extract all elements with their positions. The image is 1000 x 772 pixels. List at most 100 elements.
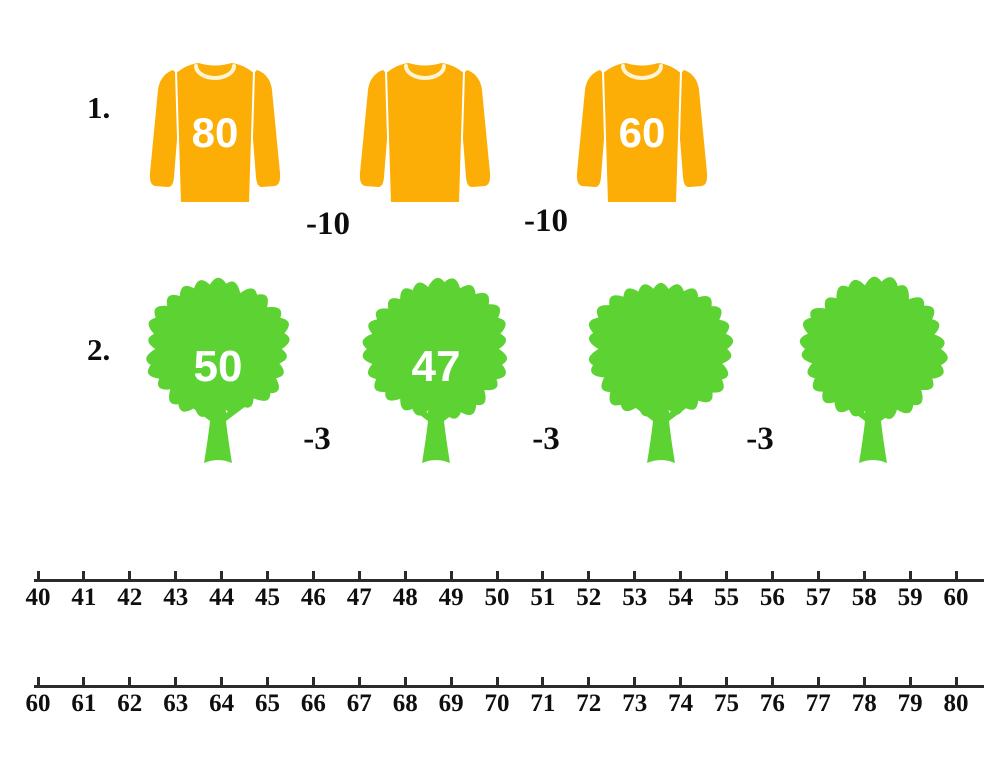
number-line-label: 70 bbox=[484, 690, 510, 717]
sweater-icon bbox=[149, 60, 281, 204]
number-line-label: 55 bbox=[714, 584, 739, 611]
number-line-label: 74 bbox=[668, 690, 694, 717]
number-line-label: 42 bbox=[117, 584, 143, 611]
tree-value[interactable] bbox=[585, 345, 737, 391]
minus-3-label-1: -3 bbox=[303, 421, 331, 457]
tick-mark bbox=[449, 571, 453, 582]
tree-value[interactable] bbox=[797, 345, 949, 391]
number-line-label: 59 bbox=[897, 584, 923, 611]
number-line-label: 57 bbox=[805, 584, 831, 611]
number-line-label: 46 bbox=[300, 584, 326, 611]
sweater-1: 80 bbox=[140, 57, 290, 209]
tick-mark bbox=[357, 571, 361, 582]
problem-1-number: 1. bbox=[87, 90, 111, 125]
number-line-label: 48 bbox=[392, 584, 418, 611]
problem-2-number: 2. bbox=[87, 332, 111, 367]
tick-mark bbox=[311, 677, 315, 688]
tick-mark bbox=[770, 677, 774, 688]
number-line-label: 60 bbox=[25, 690, 51, 717]
sweater-3: 60 bbox=[567, 57, 717, 209]
number-line-label: 45 bbox=[255, 584, 280, 611]
tick-mark bbox=[36, 677, 40, 688]
number-line-label: 69 bbox=[438, 690, 464, 717]
tick-mark bbox=[816, 571, 820, 582]
sweater-icon bbox=[359, 60, 491, 204]
number-line-label: 51 bbox=[530, 584, 556, 611]
sweater-2 bbox=[350, 57, 500, 209]
tree-2: 47 bbox=[360, 271, 512, 463]
number-line-label: 63 bbox=[163, 690, 189, 717]
tick-mark bbox=[495, 677, 499, 688]
number-line-bar bbox=[34, 685, 984, 688]
tree-4 bbox=[797, 271, 949, 463]
tick-mark bbox=[220, 677, 224, 688]
number-line-60-80: 60 61 62 63 64 65 66 67 68 69 70 71 72 73 74 75 76 77 78 79… bbox=[26, 677, 984, 723]
number-line-40-60: 40 41 42 43 44 45 46 47 48 49 50 51 52 53 54 55 56 57 58 59… bbox=[26, 571, 984, 617]
number-line-label: 58 bbox=[851, 584, 877, 611]
number-line-label: 72 bbox=[576, 690, 602, 717]
tick-mark bbox=[266, 677, 269, 688]
tick-mark bbox=[82, 677, 86, 688]
tick-mark bbox=[862, 571, 866, 582]
collar bbox=[194, 64, 236, 80]
number-line-label: 60 bbox=[943, 584, 969, 611]
number-line-label: 53 bbox=[622, 584, 648, 611]
tree-3 bbox=[585, 271, 737, 463]
number-line-label: 67 bbox=[346, 690, 372, 717]
tick-mark bbox=[908, 677, 912, 688]
sweater-value[interactable] bbox=[350, 112, 500, 156]
sweater-value: 60 bbox=[618, 109, 666, 156]
tick-mark bbox=[403, 677, 407, 688]
number-line-label: 61 bbox=[71, 690, 97, 717]
tick-mark bbox=[816, 677, 820, 688]
tick-mark bbox=[862, 677, 866, 688]
tick-mark bbox=[587, 571, 591, 582]
number-line-label: 80 bbox=[943, 690, 969, 717]
collar bbox=[404, 64, 446, 80]
number-line-bar bbox=[34, 579, 984, 582]
tick-mark bbox=[541, 677, 545, 688]
tick-mark bbox=[449, 677, 453, 688]
minus-10-label-2: -10 bbox=[524, 203, 568, 239]
tick-mark bbox=[128, 677, 132, 688]
number-line-label: 43 bbox=[163, 584, 189, 611]
number-line-label: 64 bbox=[209, 690, 235, 717]
number-line-label: 54 bbox=[668, 584, 694, 611]
tick-mark bbox=[541, 571, 545, 582]
number-line-label: 56 bbox=[759, 584, 785, 611]
tick-mark bbox=[220, 571, 224, 582]
collar bbox=[621, 64, 663, 80]
minus-10-label-1: -10 bbox=[306, 206, 350, 242]
tick-mark bbox=[311, 571, 315, 582]
number-line-label: 65 bbox=[255, 690, 280, 717]
number-line-label: 44 bbox=[209, 584, 235, 611]
tick-mark bbox=[587, 677, 591, 688]
number-line-label: 79 bbox=[897, 690, 923, 717]
number-line-label: 77 bbox=[805, 690, 831, 717]
tick-mark bbox=[725, 571, 728, 582]
tick-mark bbox=[174, 677, 178, 688]
tick-mark bbox=[908, 571, 912, 582]
number-line-label: 62 bbox=[117, 690, 143, 717]
tick-mark bbox=[679, 571, 683, 582]
sweater-value: 80 bbox=[191, 109, 239, 156]
number-line-label: 78 bbox=[851, 690, 877, 717]
tick-mark bbox=[633, 571, 637, 582]
tick-mark bbox=[633, 677, 637, 688]
number-line-label: 71 bbox=[530, 690, 556, 717]
tick-mark bbox=[266, 571, 269, 582]
tick-mark bbox=[82, 571, 86, 582]
number-line-label: 47 bbox=[346, 584, 372, 611]
tree-icon bbox=[146, 277, 290, 463]
number-line-label: 50 bbox=[484, 584, 510, 611]
tick-mark bbox=[36, 571, 40, 582]
tree-icon bbox=[799, 276, 948, 463]
minus-3-label-3: -3 bbox=[746, 421, 774, 457]
tick-mark bbox=[679, 677, 683, 688]
tick-mark bbox=[770, 571, 774, 582]
tick-mark bbox=[174, 571, 178, 582]
number-line-label: 49 bbox=[438, 584, 464, 611]
minus-3-label-2: -3 bbox=[532, 421, 560, 457]
tick-mark bbox=[954, 677, 958, 688]
